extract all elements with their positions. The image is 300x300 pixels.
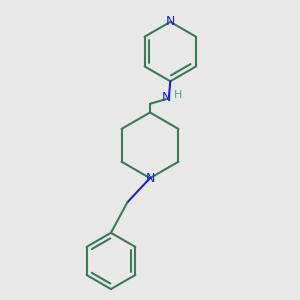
Text: N: N — [162, 91, 171, 104]
Text: H: H — [174, 90, 182, 100]
Text: N: N — [145, 172, 155, 184]
Text: N: N — [166, 15, 175, 28]
